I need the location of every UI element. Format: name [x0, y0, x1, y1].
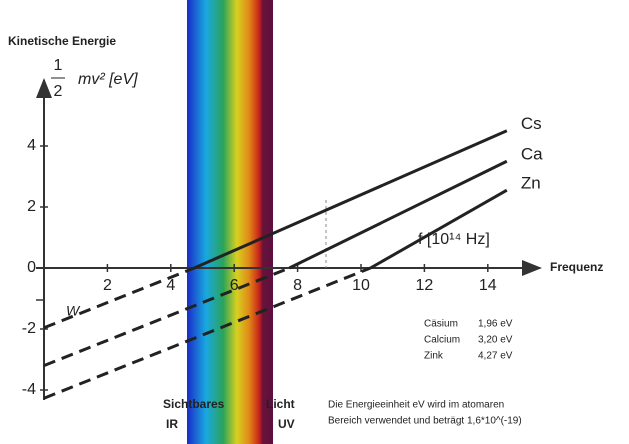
y-tick-label: -2	[22, 320, 36, 337]
x-axis-name: Frequenz	[550, 260, 603, 274]
table-value: 3,20 eV	[478, 335, 513, 346]
y-tick-label: 4	[27, 137, 36, 154]
line-dashed	[44, 268, 194, 328]
x-tick-label: 2	[103, 277, 112, 294]
spectrum-label: Sichtbares	[163, 397, 225, 411]
x-tick-label: 12	[416, 277, 434, 294]
y-tick-label: 0	[27, 259, 36, 276]
x-tick-label: 4	[166, 277, 175, 294]
line	[371, 190, 507, 268]
visible-spectrum	[187, 0, 273, 444]
x-tick-label: 14	[479, 277, 497, 294]
series-label: Ca	[521, 145, 543, 164]
ir-label: IR	[166, 417, 178, 431]
note: Bereich verwendet und beträgt 1,6*10^(-1…	[328, 416, 522, 427]
series-label: Cs	[521, 114, 542, 133]
x-tick-label: 10	[352, 277, 370, 294]
table-value: 4,27 eV	[478, 351, 513, 362]
uv-label: UV	[278, 417, 295, 431]
note: Die Energieeinheit eV wird im atomaren	[328, 400, 504, 411]
spectrum-label: Licht	[266, 397, 295, 411]
series-label: Zn	[521, 174, 541, 193]
table-name: Cäsium	[424, 319, 458, 330]
y-label: mv² [eV]	[78, 71, 138, 88]
work-function-bracket	[36, 270, 44, 328]
y-label-numerator: 1	[54, 57, 63, 74]
y-label-denominator: 2	[54, 83, 63, 100]
table-name: Calcium	[424, 335, 460, 346]
y-tick-label: -4	[22, 381, 36, 398]
chart: Kinetische Energie 1 2 mv² [eV] f [10¹⁴ …	[0, 0, 629, 444]
work-function-label: W	[66, 303, 81, 319]
x-tick-label: 8	[293, 277, 302, 294]
chart-title: Kinetische Energie	[8, 34, 116, 48]
y-tick-label: 2	[27, 198, 36, 215]
table-name: Zink	[424, 351, 444, 362]
table-value: 1,96 eV	[478, 319, 513, 330]
